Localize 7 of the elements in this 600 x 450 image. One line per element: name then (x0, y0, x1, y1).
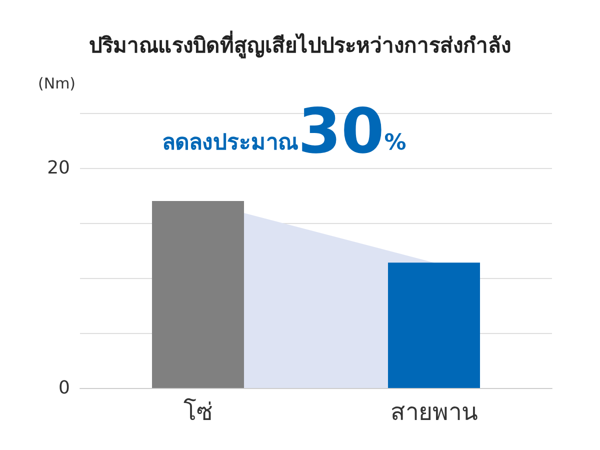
y-tick-label: 20 (47, 158, 70, 178)
y-tick-label: 0 (58, 378, 70, 398)
y-axis-title: (Nm) (38, 74, 76, 92)
x-tick-label: สายพาน (390, 398, 478, 426)
chart-title: ปริมาณแรงบิดที่สูญเสียไปประหว่างการส่งกำลัง (89, 30, 511, 60)
annotation: ลดลงประมาณ30% (162, 94, 406, 168)
x-tick-label: โซ่ (184, 398, 212, 426)
